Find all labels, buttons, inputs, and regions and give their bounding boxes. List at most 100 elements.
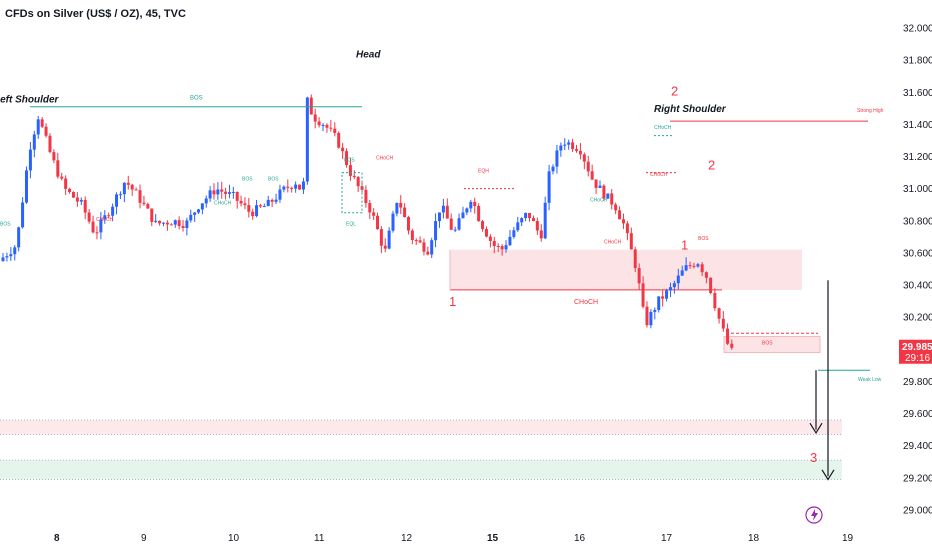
- eq-box: [341, 172, 363, 214]
- candle-body: [181, 226, 185, 229]
- y-tick-label: 29.600: [903, 409, 932, 420]
- y-tick-label: 31.600: [903, 88, 932, 99]
- candle-body: [473, 201, 477, 207]
- candle-body: [512, 230, 516, 237]
- candle-body: [212, 190, 216, 195]
- candle-body: [387, 230, 391, 249]
- wave-1-label-a: 1: [449, 294, 456, 309]
- weak-low-label: Weak Low: [858, 377, 882, 383]
- y-tick-label: 29.800: [903, 377, 932, 388]
- candle-body: [177, 220, 181, 227]
- candle-body: [122, 182, 126, 195]
- candle-body: [594, 179, 598, 188]
- candle-body: [345, 151, 349, 166]
- candle-body: [504, 245, 508, 250]
- candle-body: [173, 220, 177, 225]
- y-tick-label: 31.400: [903, 120, 932, 131]
- candle-body: [341, 147, 345, 152]
- candle-body: [618, 210, 622, 220]
- wave-1-label-b: 1: [681, 238, 688, 253]
- candle-body: [301, 181, 305, 190]
- candle-body: [391, 213, 395, 231]
- candle-body: [372, 212, 376, 216]
- candle-body: [258, 205, 262, 207]
- candle-body: [118, 194, 122, 196]
- candle-body: [150, 208, 154, 222]
- candle-body: [395, 202, 399, 214]
- candle-body: [399, 202, 403, 208]
- zones-layer: [0, 249, 842, 480]
- x-tick-label: 10: [228, 533, 240, 544]
- y-tick-label: 31.800: [903, 56, 932, 67]
- candle-body: [696, 264, 700, 267]
- candle-body: [704, 272, 708, 278]
- candle-body: [17, 227, 21, 248]
- candle-body: [680, 270, 684, 276]
- candle-body: [270, 199, 274, 202]
- candle-body: [21, 202, 25, 228]
- demand-target-zone: [0, 460, 842, 480]
- candle-body: [717, 308, 721, 319]
- candle-body: [559, 145, 563, 151]
- candle-body: [286, 186, 290, 188]
- candle-body: [586, 161, 590, 172]
- candle-body: [379, 229, 383, 246]
- candle-body: [204, 198, 208, 204]
- candle-body: [24, 170, 28, 203]
- choch-label-4: CHoCH: [604, 239, 622, 245]
- candle-body: [578, 150, 582, 155]
- candle-body: [508, 236, 512, 246]
- candle-body: [360, 186, 364, 190]
- candle-body: [239, 200, 243, 204]
- candle-body: [496, 246, 500, 248]
- candle-body: [376, 215, 380, 230]
- candle-body: [266, 199, 270, 207]
- y-tick-label: 32.000: [903, 24, 932, 35]
- candle-body: [95, 232, 99, 234]
- candle-body: [138, 190, 142, 203]
- candle-body: [492, 240, 496, 247]
- candle-body: [434, 221, 438, 241]
- candle-body: [197, 209, 200, 213]
- candle-body: [305, 97, 309, 182]
- candle-body: [418, 240, 422, 243]
- candle-body: [461, 212, 465, 219]
- x-tick-label: 15: [487, 533, 499, 544]
- candle-body: [633, 249, 637, 269]
- y-tick-label: 30.400: [903, 281, 932, 292]
- choch-label-5: CHoCH: [650, 172, 668, 178]
- candle-body: [200, 203, 204, 210]
- target-arrowhead-long: [821, 469, 835, 481]
- candle-body: [262, 206, 266, 208]
- candle-body: [290, 187, 294, 189]
- candle-body: [189, 214, 193, 221]
- candle-body: [590, 171, 594, 180]
- candle-body: [317, 121, 321, 126]
- bos-label: BOS: [190, 96, 203, 102]
- candle-body: [235, 191, 239, 201]
- eql-label: EQL: [346, 222, 356, 228]
- candle-body: [169, 224, 173, 226]
- candle-body: [457, 218, 461, 230]
- candle-body: [531, 218, 535, 222]
- candle-body: [563, 144, 567, 146]
- candle-body: [142, 202, 146, 205]
- y-tick-label: 30.200: [903, 313, 932, 324]
- y-tick-label: 31.000: [903, 184, 932, 195]
- candle-body: [610, 193, 614, 205]
- candle-body: [103, 215, 107, 220]
- candle-body: [555, 150, 559, 167]
- y-tick-label: 29.000: [903, 506, 932, 517]
- candle-body: [274, 199, 278, 202]
- candle-body: [216, 189, 220, 195]
- candle-body: [575, 149, 579, 151]
- x-tick-label: 11: [314, 533, 325, 544]
- candle-body: [111, 206, 115, 216]
- candle-body: [251, 211, 255, 217]
- y-tick-label: 30.600: [903, 248, 932, 259]
- candle-body: [721, 318, 725, 329]
- candle-body: [469, 201, 473, 209]
- candle-body: [208, 190, 212, 199]
- candle-body: [488, 236, 492, 241]
